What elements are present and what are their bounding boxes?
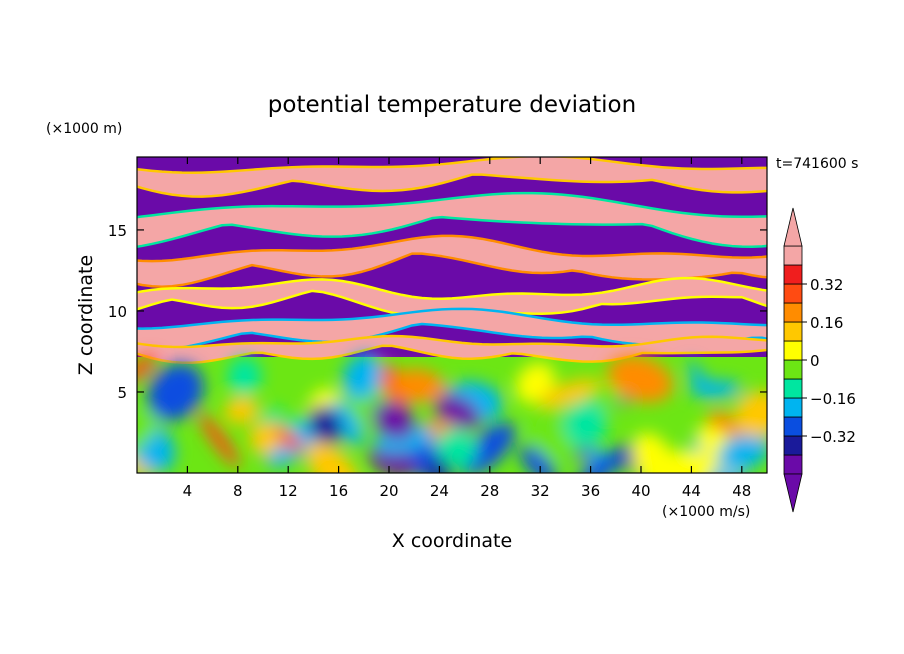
colorbar-bin [783,321,803,342]
colorbar-bin [783,435,803,456]
colorbar-bin [783,378,803,399]
x-tick-label: 32 [531,482,550,500]
field-cell [563,400,607,448]
time-label: t=741600 s [776,156,858,172]
field-cell [391,368,446,403]
y-tick-label: 15 [108,222,127,240]
field-cell [707,411,734,432]
colorbar-bin [783,264,803,285]
field-cell [268,422,303,452]
heatmap-upper-bands [137,157,767,364]
field-cell [306,440,360,473]
y-tick-label: 10 [108,303,127,321]
field-cell [147,363,204,421]
x-tick-label: 36 [581,482,600,500]
colorbar-tick-label: −0.16 [810,390,856,408]
field-cell [329,401,364,447]
field-cell [137,354,157,383]
field-cell [137,403,166,460]
field-cell [576,448,628,473]
field-cell [538,378,602,408]
x-tick-label: 24 [430,482,449,500]
field-cell [371,401,415,440]
field-cell [198,413,240,468]
y-axis-ticks: 5 10 15 [108,222,767,402]
field-band [137,191,767,249]
x-tick-label: 48 [732,482,751,500]
colorbar-bin [783,302,803,323]
x-tick-label: 12 [279,482,298,500]
field-cell [435,394,481,430]
x-unit-label: (×1000 m/s) [662,504,750,520]
colorbar-tick-label: 0.32 [810,276,843,294]
y-unit-label: (×1000 m) [46,121,122,137]
field-cell [368,446,416,473]
x-tick-label: 40 [631,482,650,500]
colorbar: −0.32 −0.16 0 0.16 0.32 [783,207,856,513]
field-band [137,234,767,288]
x-tick-label: 28 [480,482,499,500]
field-cell [435,427,478,468]
x-tick-label: 4 [183,482,193,500]
y-tick-label: 5 [117,384,127,402]
colorbar-bin [783,245,803,266]
colorbar-tick-label: −0.32 [810,428,856,446]
colorbar-bin [783,416,803,437]
colorbar-extend-max [783,207,803,247]
x-tick-label: 44 [682,482,701,500]
heatmap-area [137,157,767,473]
field-cell [460,422,516,473]
field-cell [520,445,557,473]
x-tick-label: 8 [233,482,243,500]
field-cell [632,432,679,473]
field-cell [249,422,280,456]
field-cell [227,357,262,396]
x-axis-label: X coordinate [392,530,512,552]
chart-title: potential temperature deviation [268,92,636,118]
y-axis-label: Z coordinate [75,255,97,375]
x-tick-label: 20 [379,482,398,500]
field-cell [688,380,743,398]
x-axis-ticks: 4 8 12 16 20 24 28 32 36 40 44 48 [183,157,751,500]
colorbar-bin [783,340,803,361]
colorbar-tick-label: 0.16 [810,314,843,332]
field-band [137,334,767,364]
field-cell [308,405,342,445]
field-cell [342,353,383,399]
colorbar-bin [783,454,803,475]
x-tick-label: 16 [329,482,348,500]
field-band [137,276,767,317]
plot-frame [136,156,768,474]
colorbar-bin [783,283,803,304]
field-cell [224,397,259,425]
field-cell [717,433,767,472]
colorbar-bin [783,359,803,380]
colorbar-bin [783,397,803,418]
colorbar-extend-min [783,473,803,513]
field-cell [734,390,767,438]
colorbar-tick-label: 0 [810,352,820,370]
field-band [137,157,767,198]
field-cell [607,355,673,403]
